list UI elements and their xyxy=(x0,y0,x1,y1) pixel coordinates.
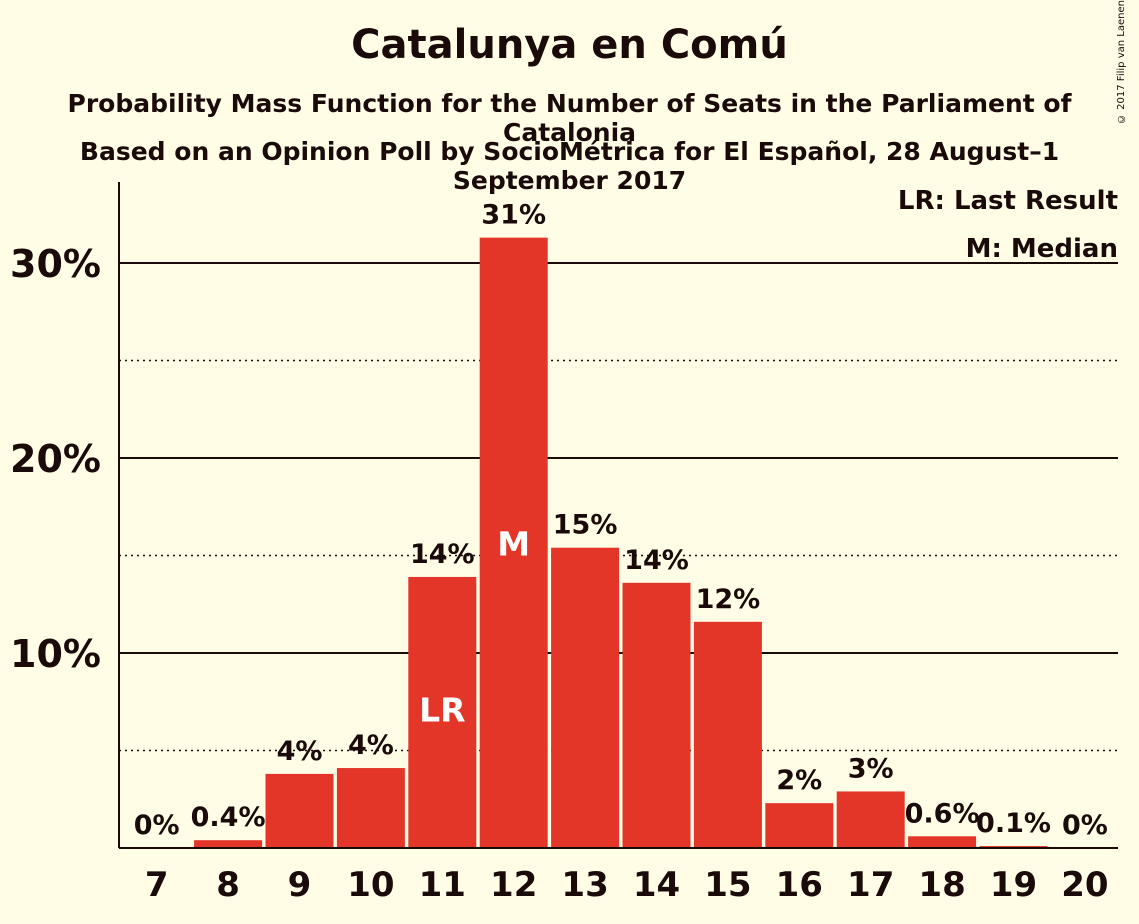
data-label: 3% xyxy=(848,753,894,784)
x-tick-label: 12 xyxy=(490,865,537,905)
bar-17 xyxy=(836,791,905,848)
y-tick-label: 20% xyxy=(10,437,101,481)
data-label: 0.1% xyxy=(976,808,1051,839)
x-tick-label: 11 xyxy=(419,865,466,905)
x-tick-label: 20 xyxy=(1061,865,1108,905)
legend-median: M: Median xyxy=(966,234,1118,264)
bar-marker-m: M xyxy=(497,525,530,564)
x-tick-label: 15 xyxy=(704,865,751,905)
data-label: 15% xyxy=(553,510,618,541)
chart-title: Catalunya en Comú xyxy=(351,22,788,68)
bar-11 xyxy=(408,576,477,848)
x-tick-label: 9 xyxy=(288,865,312,905)
chart-source-note: Based on an Opinion Poll by SocioMétrica… xyxy=(79,137,1060,195)
data-label: 4% xyxy=(277,736,323,767)
bar-13 xyxy=(551,547,620,848)
x-tick-label: 8 xyxy=(216,865,240,905)
bar-9 xyxy=(265,773,334,848)
x-tick-label: 16 xyxy=(776,865,823,905)
bar-8 xyxy=(194,840,263,848)
x-tick-label: 13 xyxy=(561,865,608,905)
x-tick-label: 19 xyxy=(990,865,1037,905)
x-tick-label: 17 xyxy=(847,865,894,905)
data-label: 14% xyxy=(624,545,689,576)
x-tick-label: 14 xyxy=(633,865,680,905)
x-tick-label: 10 xyxy=(347,865,394,905)
bar-marker-lr: LR xyxy=(419,690,465,729)
bar-10 xyxy=(336,768,405,848)
bar-18 xyxy=(908,836,977,848)
x-tick-label: 18 xyxy=(918,865,965,905)
data-label: 0.6% xyxy=(905,798,980,829)
bar-14 xyxy=(622,582,691,848)
bar-16 xyxy=(765,803,834,848)
data-label: 31% xyxy=(481,200,546,231)
bar-12 xyxy=(479,237,548,848)
data-label: 12% xyxy=(696,584,761,615)
chart-subtitle: Probability Mass Function for the Number… xyxy=(67,89,1072,147)
x-tick-label: 7 xyxy=(145,865,169,905)
data-label: 4% xyxy=(348,730,394,761)
data-label: 14% xyxy=(410,539,475,570)
y-tick-label: 10% xyxy=(10,632,101,676)
data-label: 0% xyxy=(1062,810,1108,841)
legend-last-result: LR: Last Result xyxy=(898,186,1118,216)
bar-15 xyxy=(693,621,762,848)
data-label: 0.4% xyxy=(191,802,266,833)
y-tick-label: 30% xyxy=(10,242,101,286)
data-label: 2% xyxy=(776,765,822,796)
data-label: 0% xyxy=(134,810,180,841)
